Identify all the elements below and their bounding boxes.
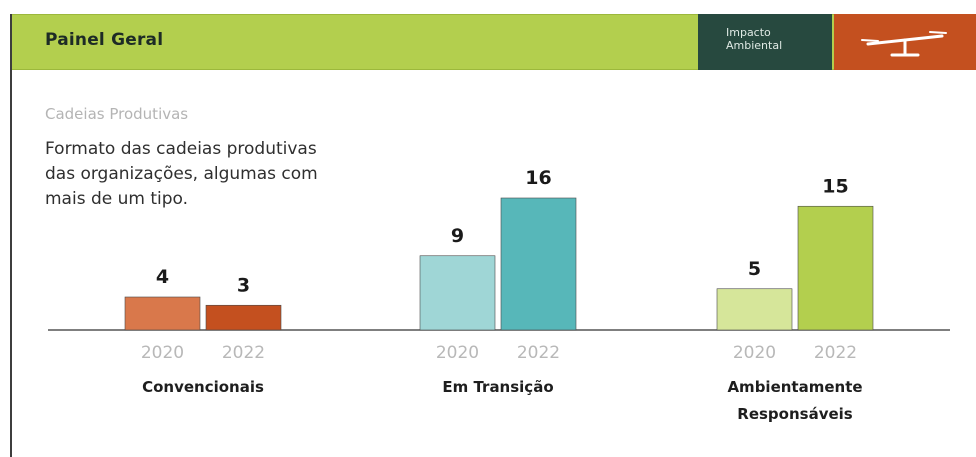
year-tick-label: 2020	[436, 343, 479, 363]
year-tick-label: 2022	[517, 343, 560, 363]
category-label: Responsáveis	[737, 405, 853, 423]
panel-frame	[10, 14, 976, 457]
bar-value-label: 9	[451, 225, 464, 247]
bar-value-label: 5	[748, 258, 761, 280]
bar-0-1	[205, 304, 282, 331]
bar-0-0	[124, 296, 201, 331]
tab-scale[interactable]	[834, 14, 976, 70]
year-tick-label: 2022	[222, 343, 265, 363]
page-title: Painel Geral	[45, 30, 164, 50]
tab-impacto-ambiental[interactable]: Impacto Ambiental	[698, 14, 832, 70]
section-subtitle: Cadeias Produtivas	[45, 105, 189, 123]
bar-value-label: 3	[237, 274, 250, 296]
bar-value-label: 16	[525, 167, 551, 189]
bar-2-0	[716, 288, 793, 331]
bar-2-1	[797, 205, 874, 331]
category-label: Convencionais	[142, 378, 264, 396]
category-label: Ambientamente	[727, 378, 862, 396]
year-tick-label: 2020	[141, 343, 184, 363]
section-description: Formato das cadeias produtivas das organ…	[45, 137, 405, 212]
description-line-3: mais de um tipo.	[45, 189, 189, 209]
bar-1-1	[500, 197, 577, 331]
description-line-2: das organizações, algumas com	[45, 164, 318, 184]
year-tick-label: 2022	[814, 343, 857, 363]
tab-impact-label-1: Impacto	[726, 26, 771, 39]
description-line-1: Formato das cadeias produtivas	[45, 139, 317, 159]
category-label: Em Transição	[442, 378, 553, 396]
tab-impact-label-2: Ambiental	[726, 39, 783, 52]
bar-value-label: 4	[156, 266, 169, 288]
bar-1-0	[419, 255, 496, 331]
scale-icon	[861, 31, 947, 57]
bar-value-label: 15	[822, 175, 848, 197]
year-tick-label: 2020	[733, 343, 776, 363]
